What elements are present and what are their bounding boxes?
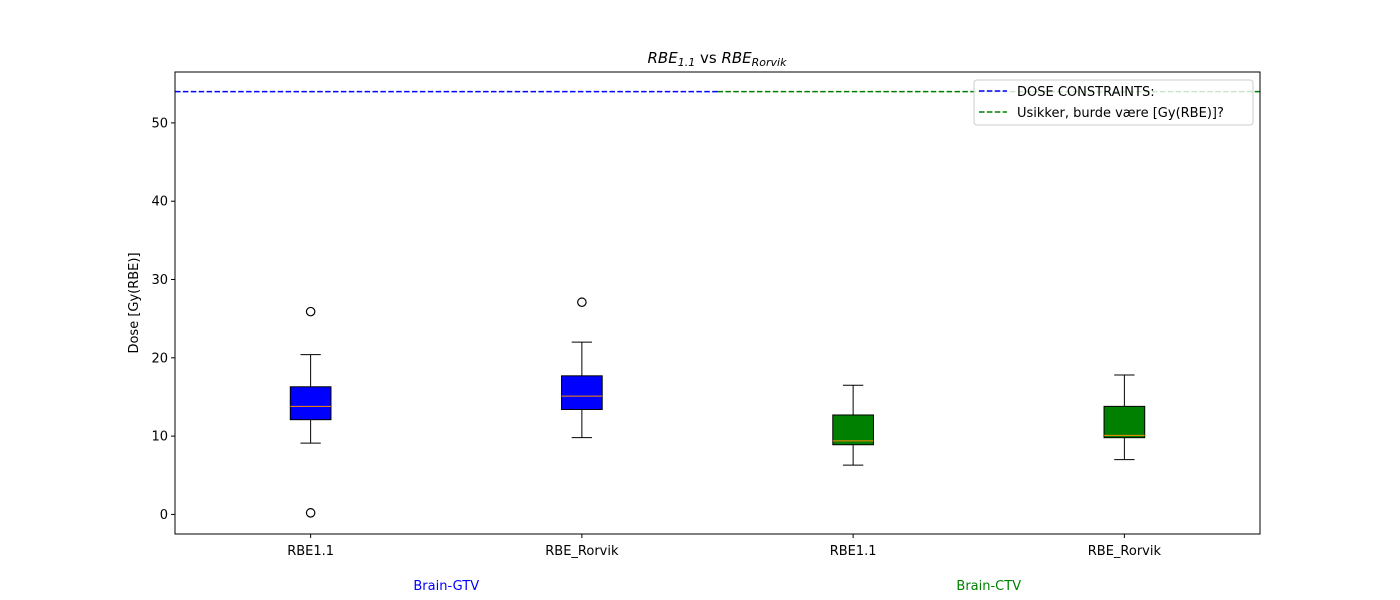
legend-label-1: DOSE CONSTRAINTS:: [1017, 85, 1155, 100]
legend-box: [973, 79, 1254, 126]
box-3: [832, 414, 874, 446]
title-rbe-1: RBE: [648, 49, 679, 67]
y-tick-label-20: 20: [151, 351, 168, 366]
y-tick-label-10: 10: [151, 430, 168, 445]
x-tick-label-4: RBE_Rorvik: [1088, 544, 1162, 559]
box-2-outlier-1: [577, 297, 587, 308]
legend: DOSE CONSTRAINTS: Usikker, burde være [G…: [973, 79, 1254, 126]
x-tick-label-3: RBE1.1: [830, 544, 877, 559]
group-label-brain-gtv: Brain-GTV: [413, 579, 479, 594]
box-1-outlier-2: [305, 508, 316, 518]
box-4: [1103, 405, 1146, 439]
y-tick-label-30: 30: [151, 273, 168, 288]
y-axis-label: Dose [Gy(RBE)]: [127, 252, 142, 353]
box-1: [289, 386, 332, 421]
y-tick-label-50: 50: [151, 116, 168, 131]
box-2: [561, 375, 603, 410]
y-tick-label-40: 40: [151, 195, 168, 210]
title-vs: vs: [695, 49, 721, 67]
group-label-brain-ctv: Brain-CTV: [956, 579, 1021, 594]
chart-title: RBE1.1 vs RBERorvik: [648, 49, 788, 69]
title-rbe-2: RBE: [721, 49, 752, 67]
x-tick-label-1: RBE1.1: [287, 544, 334, 559]
axes-frame: [174, 71, 1261, 535]
title-sub-1: 1.1: [678, 56, 696, 69]
legend-label-2: Usikker, burde være [Gy(RBE)]?: [1017, 106, 1224, 121]
plot-area: 0 10 20 30 40 50 RBE1.1 RBE_Rorvik RBE1.1 RBE_Ror…: [151, 71, 1261, 594]
title-sub-2: Rorvik: [752, 56, 787, 69]
box-1-outlier-1: [305, 306, 316, 317]
y-tick-label-0: 0: [160, 508, 168, 523]
x-tick-label-2: RBE_Rorvik: [545, 544, 619, 559]
